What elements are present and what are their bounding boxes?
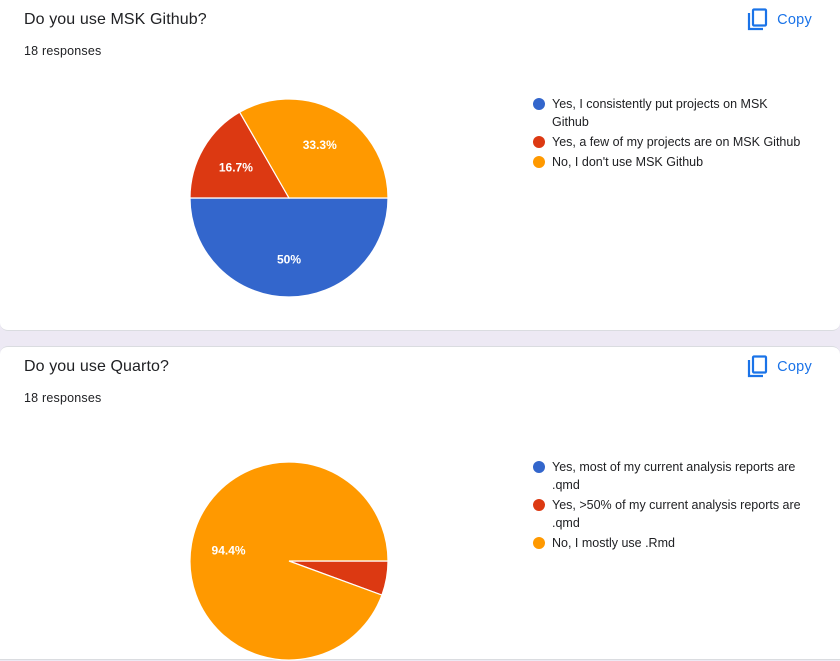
slice-percent-label: 16.7% [219,160,253,174]
question-title: Do you use Quarto? [24,358,169,375]
legend-label: Yes, >50% of my current analysis reports… [552,498,801,530]
legend-swatch [533,136,545,148]
copy-label: Copy [777,12,812,28]
chart-legend: Yes, I consistently put projects on MSK … [533,95,803,173]
question-title: Do you use MSK Github? [24,11,207,28]
legend-item[interactable]: Yes, a few of my projects are on MSK Git… [533,133,803,151]
legend-label: No, I don't use MSK Github [552,155,704,169]
legend-item[interactable]: No, I don't use MSK Github [533,153,803,171]
pie-slice[interactable] [189,111,291,199]
slice-percent-label: 33.3% [303,138,337,152]
legend-label: Yes, I consistently put projects on MSK … [552,97,768,129]
slice-percent-label: 94.4% [212,543,246,557]
copy-icon [745,8,769,32]
copy-label: Copy [777,359,812,375]
pie-chart: 94.4% [189,461,389,661]
copy-icon [745,355,769,379]
legend-label: Yes, a few of my projects are on MSK Git… [552,135,801,149]
copy-chart-button[interactable]: Copy [745,353,812,381]
pie-slice[interactable] [238,98,389,199]
response-count: 18 responses [24,391,102,405]
legend-swatch [533,537,545,549]
legend-swatch [533,156,545,168]
pie-slice[interactable] [189,197,389,298]
question-card: Do you use MSK Github? 18 responses Copy… [0,0,840,331]
legend-label: Yes, most of my current analysis reports… [552,460,796,492]
pie-chart: 50% 16.7% 33.3% [189,98,389,298]
legend-swatch [533,461,545,473]
legend-swatch [533,98,545,110]
pie-slice[interactable] [189,461,389,661]
legend-item[interactable]: Yes, >50% of my current analysis reports… [533,496,803,532]
chart-legend: Yes, most of my current analysis reports… [533,458,803,554]
slice-percent-label: 50% [277,252,301,266]
legend-swatch [533,499,545,511]
legend-item[interactable]: Yes, I consistently put projects on MSK … [533,95,803,131]
response-count: 18 responses [24,44,102,58]
copy-chart-button[interactable]: Copy [745,6,812,34]
legend-label: No, I mostly use .Rmd [552,536,675,550]
legend-item[interactable]: Yes, most of my current analysis reports… [533,458,803,494]
question-card: Do you use Quarto? 18 responses Copy 94.… [0,346,840,661]
legend-item[interactable]: No, I mostly use .Rmd [533,534,803,552]
